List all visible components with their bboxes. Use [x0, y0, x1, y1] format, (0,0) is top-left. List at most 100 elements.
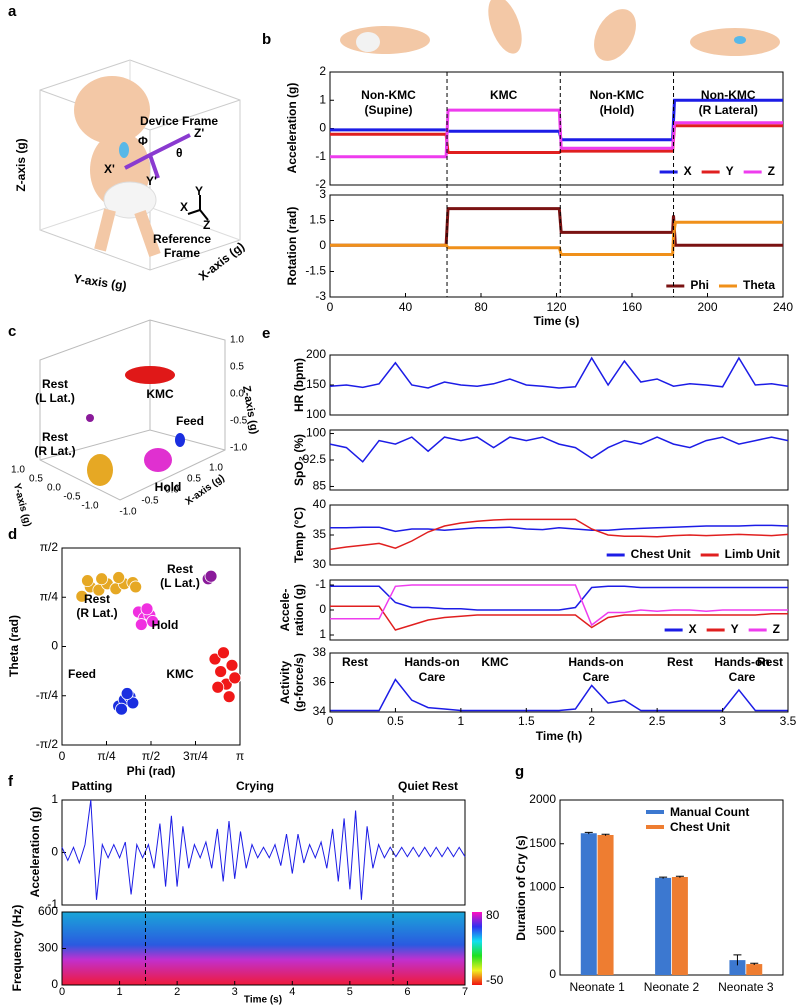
panel-label: e — [262, 325, 270, 342]
y-tick-label: 35 — [313, 527, 327, 541]
colorbar-label: 80 — [486, 908, 500, 922]
panel-a-art — [39, 59, 241, 271]
bar — [580, 833, 597, 975]
cluster-label: Rest — [84, 592, 110, 606]
annotation: Quiet Rest — [398, 779, 458, 793]
annotation: Hands-on — [714, 655, 769, 669]
y-tick-label: 0 — [549, 967, 556, 981]
x-tick-label: Neonate 3 — [718, 980, 774, 994]
tick-label: 0.5 — [187, 474, 201, 485]
x-tick-label: 1 — [117, 986, 123, 998]
panel-label: c — [8, 323, 16, 340]
plot-frame — [329, 354, 789, 416]
axis-label: Z-axis (g) — [240, 385, 260, 436]
y-axis-label: Activity — [278, 661, 292, 705]
x-tick-label: 0 — [327, 300, 334, 314]
legend-label: Limb Unit — [725, 547, 780, 561]
legend-label: Phi — [690, 278, 709, 292]
line-series — [330, 584, 788, 627]
tick-label: 1.0 — [11, 465, 25, 476]
y-axis-label: SpO₂ (%) — [292, 434, 306, 486]
cluster-label: Rest — [42, 377, 68, 391]
legend-swatch — [646, 825, 664, 829]
point — [222, 690, 236, 704]
legend-label: Chest Unit — [670, 820, 730, 834]
cluster-label: KMC — [146, 387, 174, 401]
colorbar — [472, 912, 482, 985]
y-axis-label: Accele- — [278, 589, 292, 632]
panel-label: f — [8, 773, 14, 790]
y-axis-label: Acceleration (g) — [28, 807, 42, 898]
y-tick-label: -3 — [315, 289, 326, 303]
y-tick-label: 200 — [306, 347, 326, 361]
point — [225, 658, 239, 672]
point — [217, 646, 230, 660]
tick-label: 1.0 — [209, 463, 223, 474]
error-bar — [601, 833, 610, 836]
tick-label: -1.0 — [230, 443, 248, 454]
error-bar — [584, 831, 593, 835]
x-tick-label: 2 — [588, 714, 595, 728]
spectrogram — [62, 912, 465, 985]
line-series — [330, 585, 788, 611]
x-tick-label: 1.5 — [518, 714, 535, 728]
y-tick-label: 0 — [319, 121, 326, 135]
point — [228, 671, 242, 685]
y-tick-label: 0 — [51, 639, 58, 653]
x-tick-label: 0 — [59, 749, 66, 763]
panel-label: b — [262, 31, 271, 48]
x-tick-label: 160 — [622, 300, 642, 314]
cluster-label: KMC — [166, 667, 194, 681]
y-tick-label: 1 — [319, 627, 326, 641]
panel-label: g — [515, 763, 524, 780]
y-tick-label: 92.5 — [303, 452, 327, 466]
y-tick-label: -2 — [315, 177, 326, 191]
baby-icons — [340, 0, 780, 61]
x-tick-label: 2.5 — [649, 714, 666, 728]
x-tick-label: 0 — [59, 986, 65, 998]
tick-label: 1.0 — [230, 335, 244, 346]
y-axis-label: ration (g) — [292, 584, 306, 636]
tick-label: 0.0 — [47, 483, 61, 494]
y-tick-label: 0 — [51, 845, 58, 859]
panel-label: d — [8, 526, 17, 543]
x-axis-label: Time (s) — [534, 314, 580, 328]
x-tick-label: Neonate 1 — [569, 980, 625, 994]
y-tick-label: 1.5 — [309, 213, 326, 227]
point — [115, 702, 128, 716]
point — [81, 574, 94, 588]
tick-label: -1.0 — [119, 507, 137, 518]
annotation: Hands-on — [568, 655, 623, 669]
cluster-label: (R Lat.) — [34, 444, 75, 458]
x-axis-label: Time (s) — [244, 995, 282, 1005]
y-axis-label: Acceleration (g) — [285, 83, 299, 174]
legend-label: Y — [726, 164, 734, 178]
label: Frame — [164, 246, 200, 260]
x-tick-label: 0 — [327, 714, 334, 728]
annotation: Hands-on — [404, 655, 459, 669]
y-tick-label: 3 — [319, 187, 326, 201]
y-tick-label: 300 — [38, 941, 58, 955]
annotation: Rest — [667, 655, 693, 669]
line-series — [330, 220, 783, 256]
line-series — [330, 207, 783, 247]
y-tick-label: 34 — [313, 704, 327, 718]
y-axis-label: Theta (rad) — [7, 615, 21, 677]
error-bar — [675, 875, 684, 878]
cluster-label: Feed — [68, 667, 96, 681]
y-tick-label: -1 — [315, 149, 326, 163]
x-tick-label: 80 — [474, 300, 488, 314]
y-tick-label: 150 — [306, 377, 326, 391]
tick-label: 0.5 — [29, 474, 43, 485]
label: Device Frame — [140, 114, 218, 128]
legend-label: X — [684, 164, 692, 178]
cluster-label: (L Lat.) — [160, 576, 200, 590]
annotation: (R Lateral) — [699, 103, 758, 117]
y-tick-label: 100 — [306, 426, 326, 440]
y-axis-label: Temp (°C) — [292, 507, 306, 563]
axis-label: Y-axis (g) — [73, 272, 128, 293]
x-tick-label: π/2 — [142, 749, 161, 763]
point — [120, 687, 134, 700]
cluster-label: Rest — [167, 562, 193, 576]
line-series — [330, 678, 788, 712]
